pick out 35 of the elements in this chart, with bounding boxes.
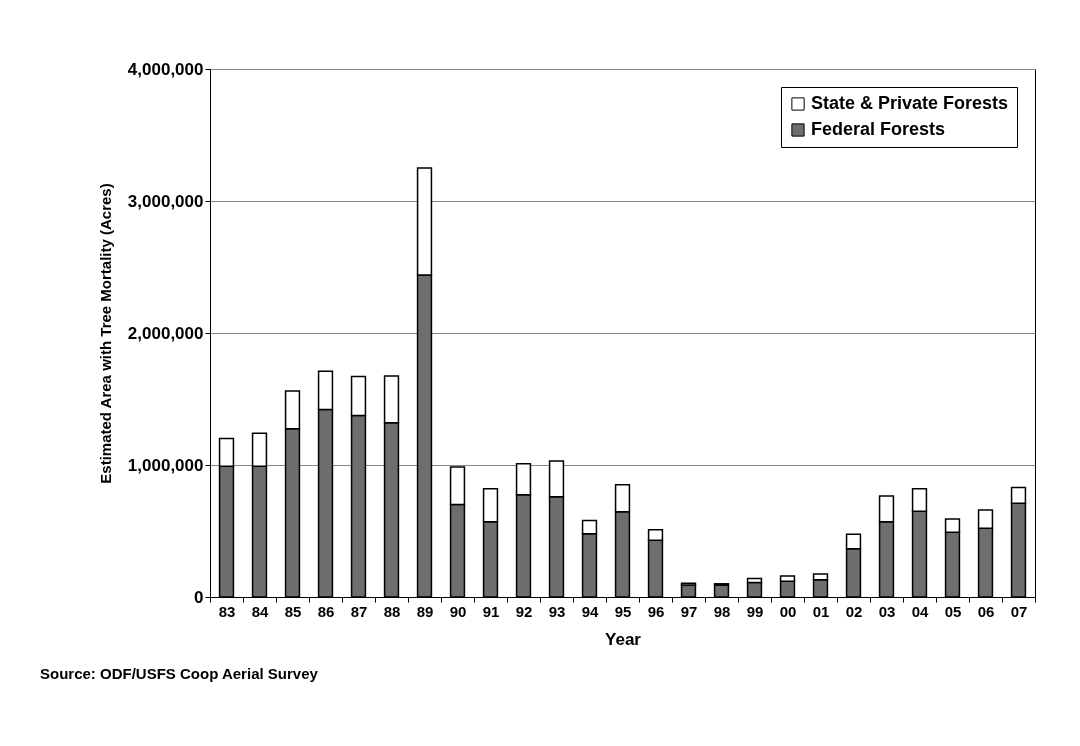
x-tick-label: 89 [416,602,434,620]
legend-label: State & Private Forests [811,93,1009,113]
y-tick-label: 1,000,000 [127,455,204,475]
x-tick-label: 87 [350,602,368,620]
x-tick-label: 97 [680,602,698,620]
y-tick-label: 3,000,000 [127,191,204,211]
legend-label: Federal Forests [811,119,946,139]
x-tick-label: 86 [317,602,335,620]
x-tick-label: 06 [977,602,995,620]
x-tick-label: 04 [911,602,929,620]
x-tick-label: 94 [581,602,599,620]
x-tick-label: 03 [878,602,896,620]
y-tick-label: 2,000,000 [127,323,204,343]
source-note: Source: ODF/USFS Coop Aerial Survey [40,665,319,682]
x-tick-label: 96 [647,602,665,620]
x-axis-title: Year [605,629,642,649]
x-tick-label: 83 [218,602,236,620]
x-tick-label: 02 [845,602,863,620]
y-tick-label: 4,000,000 [127,59,204,79]
x-tick-label: 01 [812,602,830,620]
y-axis-title: Estimated Area with Tree Mortality (Acres) [96,183,114,484]
x-tick-label: 90 [449,602,467,620]
x-tick-label: 93 [548,602,566,620]
x-tick-label: 92 [515,602,533,620]
x-tick-label: 05 [944,602,962,620]
x-tick-label: 85 [284,602,302,620]
x-tick-label: 88 [383,602,401,620]
x-tick-label: 84 [251,602,269,620]
x-tick-label: 91 [482,602,500,620]
x-tick-label: 99 [746,602,764,620]
x-tick-label: 98 [713,602,731,620]
x-tick-label: 07 [1010,602,1028,620]
x-tick-label: 95 [614,602,632,620]
x-tick-label: 00 [779,602,797,620]
y-tick-label: 0 [194,587,204,607]
